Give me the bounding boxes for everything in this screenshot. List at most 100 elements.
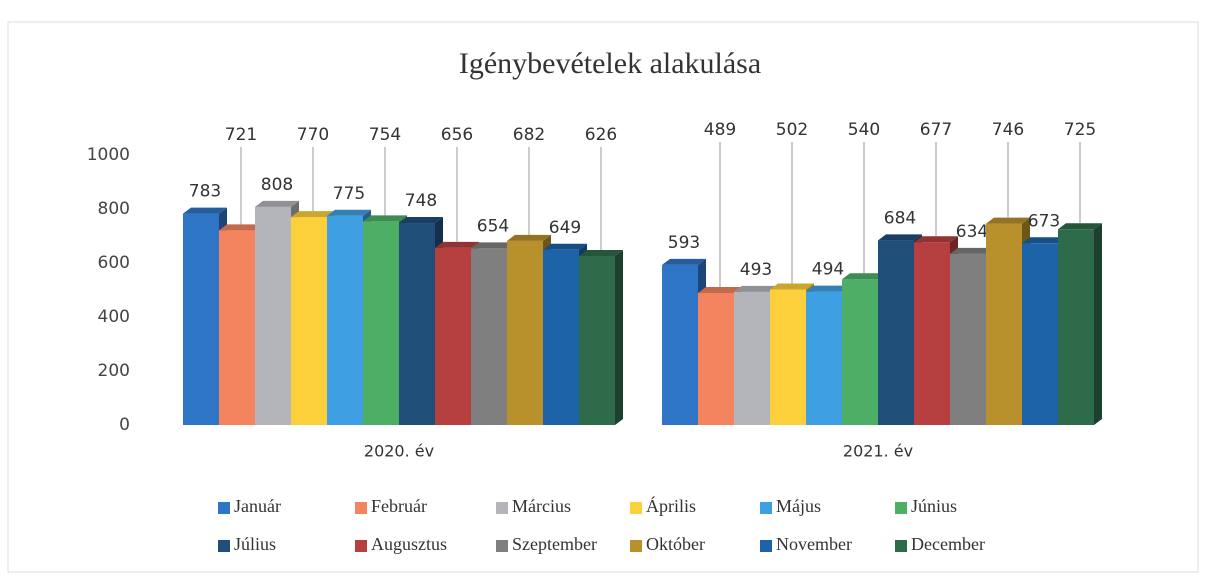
y-tick-label: 0 [119,415,130,435]
legend-swatch [218,540,230,552]
data-label: 494 [812,260,844,280]
legend-label: Augusztus [371,534,447,554]
y-tick-label: 200 [98,361,130,381]
bar [662,264,698,425]
data-label: 775 [333,184,365,204]
bar [219,230,255,425]
bar [770,289,806,425]
bar [734,291,770,425]
bar [291,217,327,425]
legend-label: Január [234,496,281,516]
bar-depth-top [770,283,814,290]
bar [1022,243,1058,425]
legend-label: Április [646,495,696,516]
bar [399,223,435,425]
data-label: 493 [740,260,772,280]
bar-depth-top [914,236,958,243]
bar [986,223,1022,425]
legend-label: Február [371,496,427,516]
bar [878,240,914,425]
data-label: 725 [1064,120,1096,140]
legend-swatch [630,540,642,552]
bar-depth-top [183,207,227,214]
bar [806,291,842,425]
legend-swatch [355,502,367,514]
bar [698,292,734,425]
bar-depth-top [471,242,515,249]
data-label: 626 [585,125,617,145]
legend-swatch [760,540,772,552]
bar-depth-top [507,234,551,241]
bar-depth-top [734,285,778,292]
bar-depth-top [950,247,994,254]
legend-swatch [355,540,367,552]
bar [471,248,507,425]
bar [363,221,399,425]
y-tick-label: 600 [98,253,130,273]
data-label: 593 [668,233,700,253]
legend-label: November [776,534,852,554]
data-label: 748 [405,191,437,211]
bar [543,249,579,425]
legend-label: Szeptember [512,534,597,554]
x-tick-label: 2020. év [364,442,434,461]
bar [914,242,950,425]
data-label: 489 [704,120,736,140]
legend-label: Október [646,534,705,554]
bar-depth-top [698,286,742,293]
data-label: 783 [189,182,221,202]
bar-depth-top [435,241,479,248]
data-label: 808 [261,175,293,195]
data-label: 754 [369,125,401,145]
bar [183,213,219,425]
bar-depth-top [1022,237,1066,244]
bar [1058,229,1094,425]
legend-label: Július [234,534,276,554]
bar [950,253,986,425]
bar-depth-side [1094,223,1102,425]
legend-label: Március [512,496,571,516]
bar [255,206,291,425]
bar-depth-top [363,215,407,222]
bar-depth-top [579,249,623,256]
data-label: 684 [884,208,916,228]
data-label: 654 [477,216,509,236]
y-tick-label: 400 [98,307,130,327]
bar-depth-top [219,224,263,231]
legend-swatch [760,502,772,514]
data-label: 770 [297,125,329,145]
legend-label: Június [911,496,957,516]
y-tick-label: 800 [98,199,130,219]
data-label: 677 [920,120,952,140]
bar-depth-top [327,209,371,216]
legend-swatch [895,540,907,552]
bar-depth-top [806,285,850,292]
legend-label: December [911,534,985,554]
legend-swatch [496,540,508,552]
data-label: 682 [513,125,545,145]
bar-depth-top [986,217,1030,224]
data-label: 746 [992,120,1024,140]
y-tick-label: 1000 [87,145,130,165]
bar-depth-side [615,249,623,425]
bar-depth-top [842,273,886,280]
bar-depth-top [662,258,706,265]
bar [579,255,615,425]
bar-depth-top [1058,223,1102,230]
legend-swatch [496,502,508,514]
legend-label: Május [776,496,821,516]
legend-swatch [630,502,642,514]
data-label: 721 [225,125,257,145]
bar [842,279,878,425]
data-label: 502 [776,120,808,140]
data-label: 673 [1028,211,1060,231]
chart-title: Igénybevételek alakulása [459,47,761,80]
bar [327,215,363,425]
x-tick-label: 2021. év [843,442,913,461]
data-label: 649 [549,218,581,238]
data-label: 540 [848,120,880,140]
legend-swatch [218,502,230,514]
legend-swatch [895,502,907,514]
bar-depth-top [878,234,922,241]
